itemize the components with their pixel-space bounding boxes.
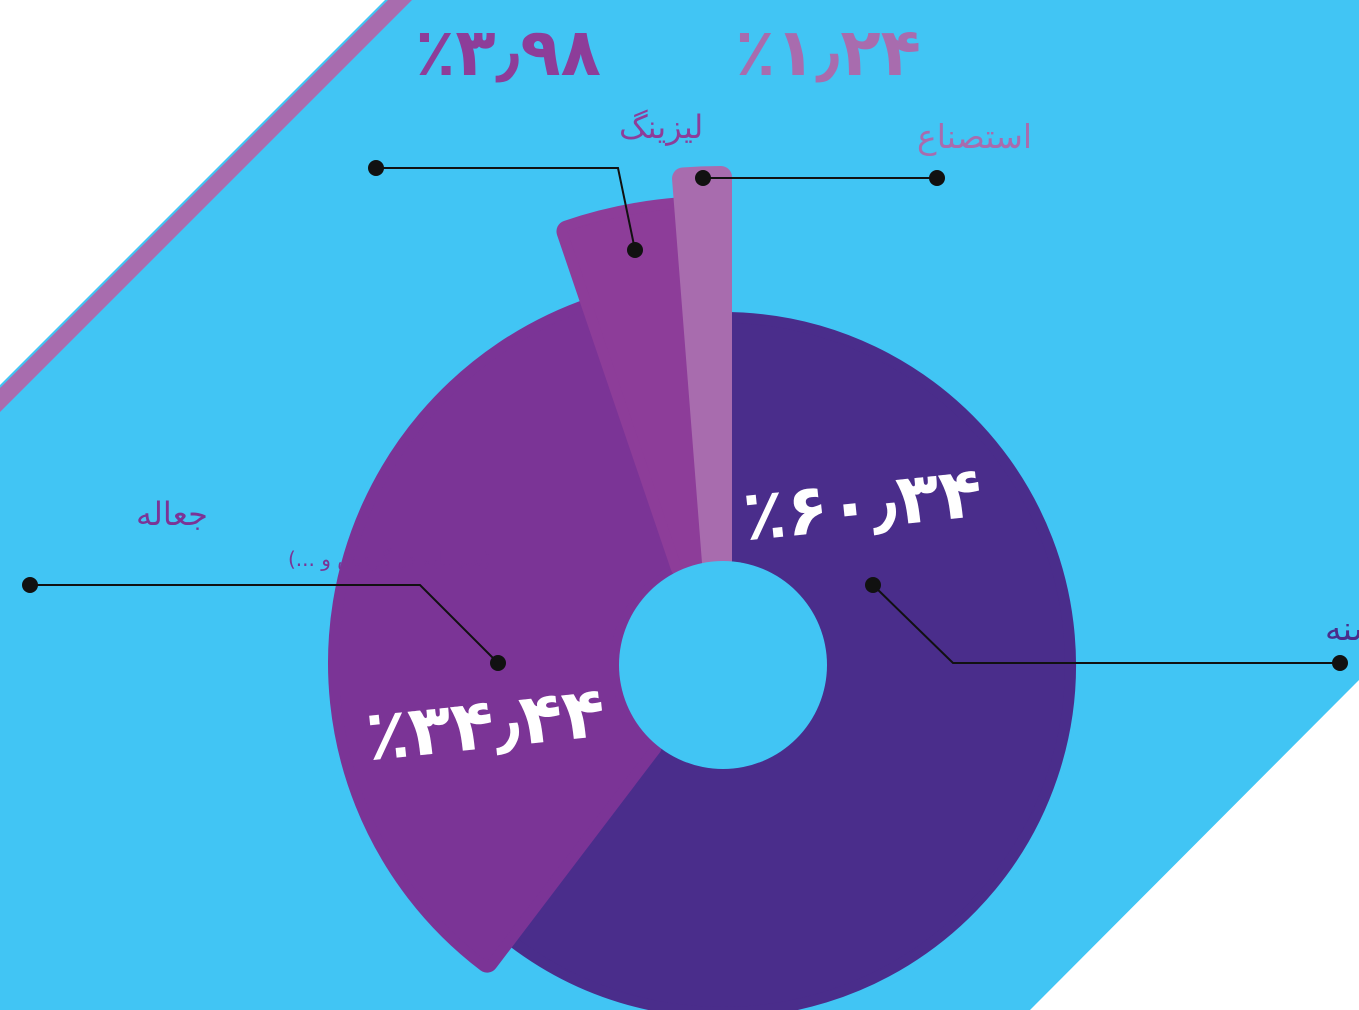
category-note-joaleh: (سرمایه در گردش و ...) bbox=[288, 547, 491, 571]
leader-dot bbox=[22, 577, 38, 593]
decorative-stripe bbox=[0, 0, 412, 412]
leader-line-qard bbox=[872, 584, 1340, 664]
category-label-qard: قرض الحسنه bbox=[1325, 609, 1359, 649]
leader-dot bbox=[929, 170, 945, 186]
leader-dot bbox=[627, 242, 643, 258]
donut-hole bbox=[619, 561, 827, 769]
leader-line-joaleh bbox=[30, 584, 499, 664]
leader-dot bbox=[368, 160, 384, 176]
category-label-estesna: استصناع bbox=[917, 117, 1032, 156]
leader-dot bbox=[490, 655, 506, 671]
slice-qard-al-hasaneh bbox=[505, 312, 1076, 1010]
leader-dot bbox=[695, 170, 711, 186]
leader-line-leasing bbox=[376, 167, 636, 251]
leader-dot bbox=[865, 577, 881, 593]
leader-lines bbox=[30, 167, 1340, 664]
slice-joaleh bbox=[328, 296, 692, 973]
leader-dots bbox=[22, 160, 1348, 671]
leader-dot bbox=[1332, 655, 1348, 671]
value-label-leasing: ٪۳٫۹۸ bbox=[415, 14, 601, 91]
value-label-estesna: ٪۱٫۲۴ bbox=[735, 14, 921, 91]
category-label-leasing: لیزینگ bbox=[619, 108, 703, 146]
category-label-joaleh: جعاله bbox=[136, 495, 208, 533]
